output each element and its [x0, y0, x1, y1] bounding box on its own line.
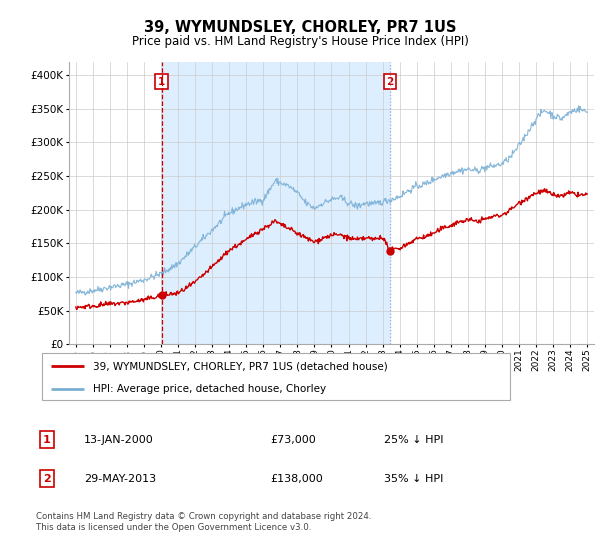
Text: Price paid vs. HM Land Registry's House Price Index (HPI): Price paid vs. HM Land Registry's House …	[131, 35, 469, 48]
Text: 39, WYMUNDSLEY, CHORLEY, PR7 1US (detached house): 39, WYMUNDSLEY, CHORLEY, PR7 1US (detach…	[94, 361, 388, 371]
Text: 39, WYMUNDSLEY, CHORLEY, PR7 1US: 39, WYMUNDSLEY, CHORLEY, PR7 1US	[144, 20, 456, 35]
Text: 29-MAY-2013: 29-MAY-2013	[84, 474, 156, 484]
Text: 2: 2	[386, 77, 394, 87]
Text: Contains HM Land Registry data © Crown copyright and database right 2024.
This d: Contains HM Land Registry data © Crown c…	[36, 512, 371, 532]
Text: 25% ↓ HPI: 25% ↓ HPI	[384, 435, 443, 445]
Text: 2: 2	[43, 474, 50, 484]
Text: £138,000: £138,000	[270, 474, 323, 484]
Text: 1: 1	[43, 435, 50, 445]
FancyBboxPatch shape	[42, 353, 510, 400]
Text: 1: 1	[158, 77, 166, 87]
Text: HPI: Average price, detached house, Chorley: HPI: Average price, detached house, Chor…	[94, 384, 326, 394]
Text: 13-JAN-2000: 13-JAN-2000	[84, 435, 154, 445]
Text: 35% ↓ HPI: 35% ↓ HPI	[384, 474, 443, 484]
Bar	[162, 62, 390, 344]
Text: £73,000: £73,000	[270, 435, 316, 445]
